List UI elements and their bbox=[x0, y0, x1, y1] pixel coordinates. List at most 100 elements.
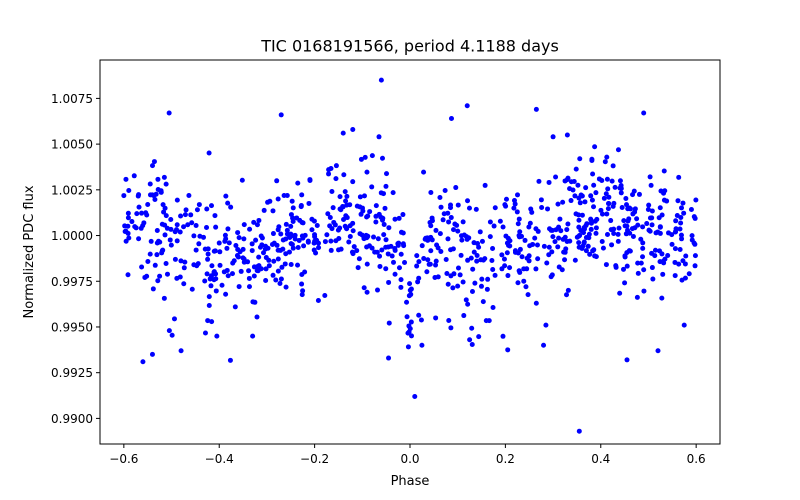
data-point bbox=[424, 269, 430, 275]
data-point bbox=[499, 252, 505, 258]
data-point bbox=[315, 297, 321, 303]
data-point bbox=[227, 357, 233, 363]
data-point bbox=[162, 205, 168, 211]
data-point bbox=[649, 215, 655, 221]
data-point bbox=[148, 238, 154, 244]
data-point bbox=[251, 264, 257, 270]
data-point bbox=[558, 228, 564, 234]
data-point bbox=[649, 208, 655, 214]
data-point bbox=[364, 214, 370, 220]
data-point bbox=[514, 209, 520, 215]
data-point bbox=[433, 315, 439, 321]
data-point bbox=[300, 288, 306, 294]
data-point bbox=[507, 265, 513, 271]
data-point bbox=[241, 259, 247, 265]
data-point bbox=[224, 245, 230, 251]
data-point bbox=[289, 242, 295, 248]
data-point bbox=[136, 192, 142, 198]
data-point bbox=[181, 281, 187, 287]
data-point bbox=[538, 197, 544, 203]
data-point bbox=[232, 304, 238, 310]
data-point bbox=[589, 156, 595, 162]
data-point bbox=[673, 228, 679, 234]
data-point bbox=[152, 197, 158, 203]
data-point bbox=[172, 256, 178, 262]
data-point bbox=[350, 251, 356, 257]
data-point bbox=[590, 248, 596, 254]
data-point bbox=[419, 342, 425, 348]
data-point bbox=[680, 200, 686, 206]
data-point bbox=[623, 231, 629, 237]
data-point bbox=[634, 294, 640, 300]
data-point bbox=[533, 300, 539, 306]
data-point bbox=[624, 202, 629, 208]
data-point bbox=[679, 205, 685, 211]
x-tick-label: −0.4 bbox=[205, 452, 234, 466]
data-point bbox=[666, 230, 672, 236]
data-point bbox=[299, 192, 305, 198]
data-point bbox=[525, 292, 531, 298]
data-point bbox=[219, 282, 225, 288]
data-point bbox=[416, 312, 422, 318]
data-point bbox=[610, 203, 616, 209]
data-point bbox=[589, 197, 595, 203]
data-point bbox=[592, 144, 598, 150]
data-point bbox=[340, 204, 346, 210]
data-point bbox=[550, 134, 556, 140]
data-point bbox=[389, 253, 395, 259]
data-point bbox=[263, 243, 269, 249]
data-point bbox=[529, 209, 535, 215]
data-point bbox=[346, 239, 352, 245]
y-tick-label: 1.0000 bbox=[51, 229, 93, 243]
data-point bbox=[422, 236, 428, 242]
data-point bbox=[649, 250, 655, 256]
data-point bbox=[361, 236, 367, 242]
data-point bbox=[455, 228, 461, 234]
data-point bbox=[659, 251, 665, 257]
data-point bbox=[295, 245, 301, 251]
data-point bbox=[213, 288, 219, 294]
data-point bbox=[644, 221, 650, 227]
data-point bbox=[552, 239, 558, 245]
data-point bbox=[196, 241, 202, 247]
data-point bbox=[541, 243, 547, 249]
data-point bbox=[266, 263, 272, 269]
y-tick-label: 0.9900 bbox=[51, 412, 93, 426]
data-point bbox=[396, 265, 402, 271]
data-point bbox=[572, 193, 578, 199]
data-point bbox=[468, 255, 474, 261]
data-point bbox=[414, 253, 420, 259]
data-point bbox=[240, 255, 246, 261]
data-point bbox=[469, 325, 475, 331]
data-point bbox=[147, 251, 153, 257]
data-point bbox=[377, 253, 383, 259]
data-point bbox=[302, 232, 308, 238]
y-tick-label: 1.0075 bbox=[51, 92, 93, 106]
data-point bbox=[194, 263, 200, 269]
data-point bbox=[185, 222, 191, 228]
data-point bbox=[322, 239, 328, 245]
data-point bbox=[222, 232, 228, 238]
data-point bbox=[347, 223, 353, 229]
data-point bbox=[150, 286, 156, 292]
data-point bbox=[519, 233, 525, 239]
data-point bbox=[475, 241, 481, 247]
data-point bbox=[126, 235, 132, 241]
data-point bbox=[194, 207, 200, 213]
data-point bbox=[225, 200, 231, 206]
data-point bbox=[358, 211, 364, 217]
data-point bbox=[379, 247, 385, 253]
data-point bbox=[577, 200, 583, 206]
data-point bbox=[258, 266, 264, 272]
data-point bbox=[327, 215, 333, 220]
data-point bbox=[311, 218, 317, 224]
data-point bbox=[553, 174, 559, 180]
data-point bbox=[364, 244, 370, 250]
data-point bbox=[371, 234, 377, 240]
data-point bbox=[364, 289, 370, 295]
data-point bbox=[591, 182, 597, 188]
data-point bbox=[400, 230, 406, 236]
data-point bbox=[408, 319, 414, 325]
data-point bbox=[343, 198, 349, 204]
